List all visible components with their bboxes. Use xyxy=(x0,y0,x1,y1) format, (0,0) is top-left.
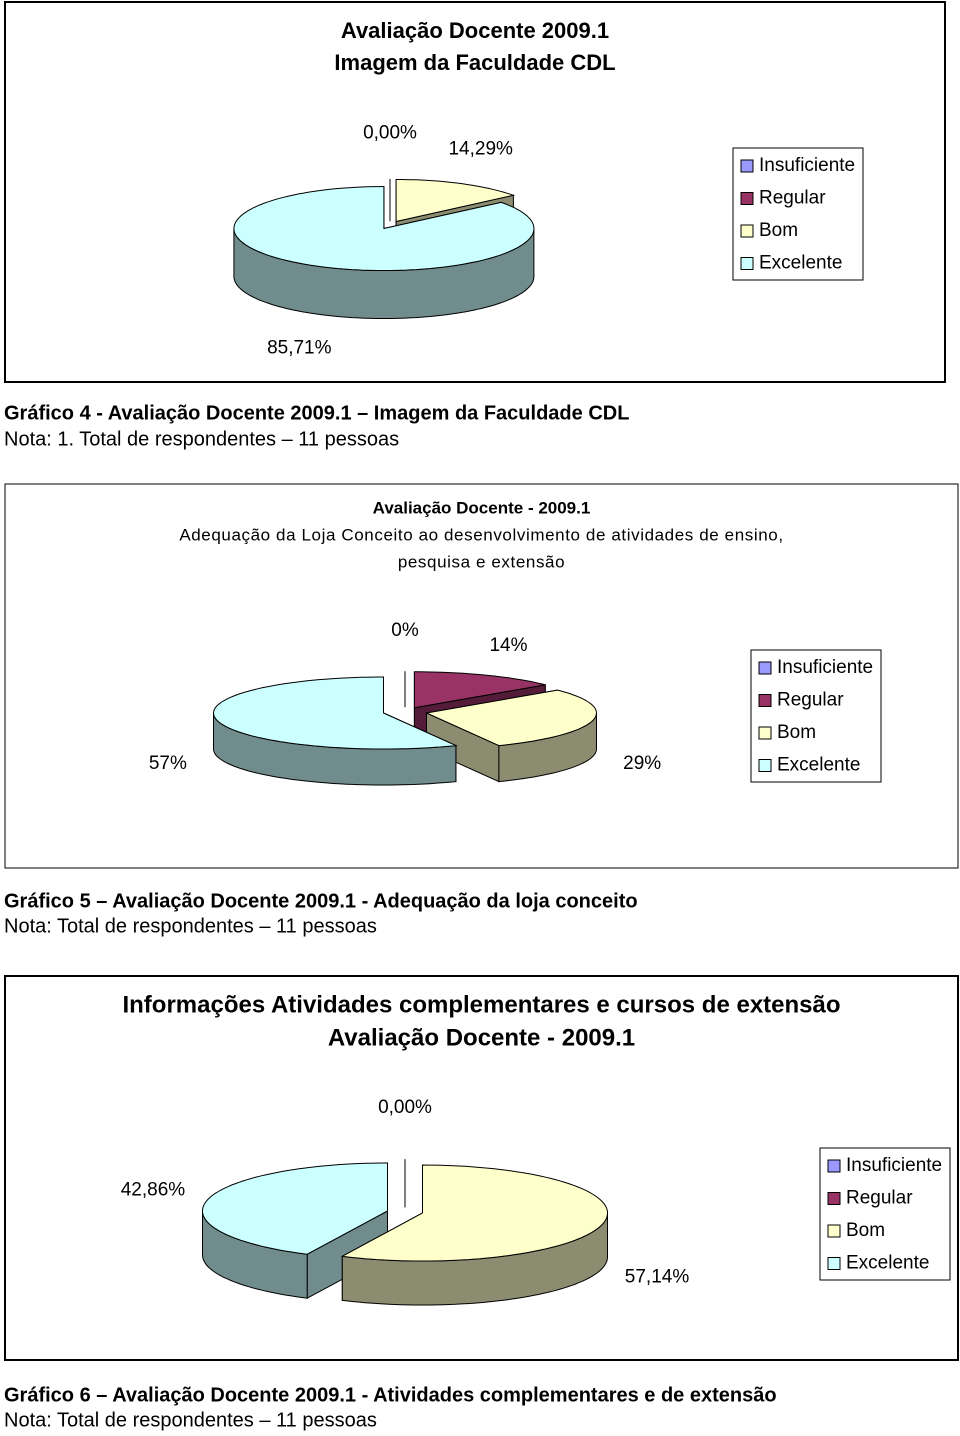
data-label: 29% xyxy=(623,753,661,774)
caption: Gráfico 4 - Avaliação Docente 2009.1 – I… xyxy=(4,402,629,424)
pie-slice xyxy=(233,185,535,271)
legend-label: Regular xyxy=(846,1188,913,1209)
chart-title: Informações Atividades complementares e … xyxy=(122,991,840,1018)
legend-box xyxy=(819,1147,951,1281)
data-label: 14% xyxy=(489,635,527,656)
pie-slice xyxy=(395,179,516,223)
data-label: 0,00% xyxy=(363,122,417,143)
caption: Gráfico 6 – Avaliação Docente 2009.1 - A… xyxy=(4,1384,777,1406)
legend-label: Excelente xyxy=(846,1253,929,1274)
legend-label: Excelente xyxy=(777,755,860,776)
note: Nota: Total de respondentes – 11 pessoas xyxy=(4,1409,377,1431)
pie-slice xyxy=(340,1164,608,1262)
legend-swatch xyxy=(758,661,772,675)
note: Nota: 1. Total de respondentes – 11 pess… xyxy=(4,428,399,450)
pie-slice xyxy=(212,676,458,750)
pie-slice xyxy=(424,689,598,747)
legend-label: Insuficiente xyxy=(846,1155,942,1176)
legend-swatch xyxy=(740,159,754,173)
legend-swatch xyxy=(740,257,754,270)
legend-swatch xyxy=(827,1192,841,1205)
data-label: 57% xyxy=(149,753,187,774)
data-label: 57,14% xyxy=(625,1266,690,1287)
chart-subtitle: Adequação da Loja Conceito ao desenvolvi… xyxy=(179,525,783,544)
chart-title: Avaliação Docente - 2009.1 xyxy=(328,1024,635,1051)
legend-swatch xyxy=(827,1257,841,1270)
legend-swatch xyxy=(827,1224,841,1238)
legend-box xyxy=(750,649,882,783)
caption: Gráfico 5 – Avaliação Docente 2009.1 - A… xyxy=(4,890,638,912)
data-label: 85,71% xyxy=(267,337,332,358)
chart-title: Avaliação Docente - 2009.1 xyxy=(373,498,591,517)
data-label: 0,00% xyxy=(378,1097,432,1118)
legend-label: Bom xyxy=(777,722,816,743)
note: Nota: Total de respondentes – 11 pessoas xyxy=(4,915,377,937)
chart-title: Avaliação Docente 2009.1 xyxy=(341,18,609,43)
legend-swatch xyxy=(758,726,772,740)
data-label: 14,29% xyxy=(448,139,513,160)
legend-swatch xyxy=(740,224,754,238)
chart-subtitle: pesquisa e extensão xyxy=(398,552,565,571)
chart-title: Imagem da Faculdade CDL xyxy=(334,50,615,75)
legend-box xyxy=(732,147,864,281)
legend-label: Insuficiente xyxy=(759,155,855,176)
legend-label: Insuficiente xyxy=(777,657,873,678)
data-label: 0% xyxy=(391,620,419,641)
legend-label: Excelente xyxy=(759,253,842,274)
legend-label: Bom xyxy=(759,220,798,241)
data-label: 42,86% xyxy=(121,1180,186,1201)
legend-label: Regular xyxy=(759,188,826,209)
legend-swatch xyxy=(740,192,754,205)
legend-label: Bom xyxy=(846,1220,885,1241)
legend-swatch xyxy=(827,1159,841,1173)
pie-slice xyxy=(413,671,546,709)
pie-slice xyxy=(202,1162,388,1255)
legend-swatch xyxy=(758,694,772,707)
legend-swatch xyxy=(758,759,772,772)
legend-label: Regular xyxy=(777,690,844,711)
